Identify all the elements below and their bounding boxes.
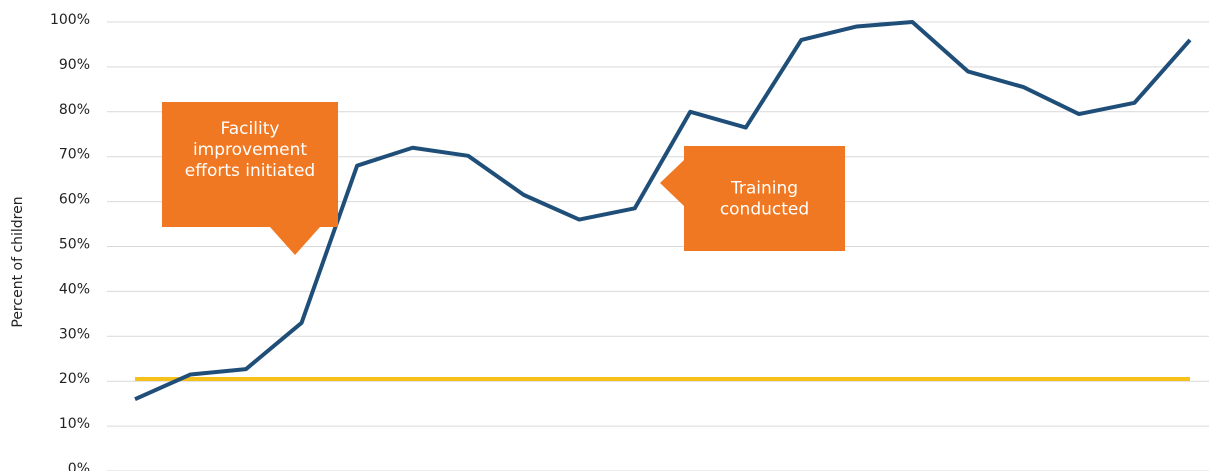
callout-pointer [660,160,684,206]
y-tick-label: 40% [59,281,90,297]
y-tick-label: 30% [59,326,90,342]
y-tick-label: 90% [59,57,90,73]
y-tick-label: 50% [59,237,90,253]
callout-box [684,146,845,251]
y-tick-label: 60% [59,192,90,208]
callout-box [162,102,338,227]
y-tick-label: 100% [50,12,90,28]
callout-text: Facility [221,119,280,139]
y-axis-label: Percent of children [10,196,26,327]
callout-text: efforts initiated [185,161,315,181]
callout-pointer [270,227,320,255]
callout-text: conducted [720,200,809,220]
callout-text: Training [730,179,798,199]
y-tick-label: 70% [59,147,90,163]
y-tick-label: 0% [68,461,90,471]
callout-text: improvement [193,140,307,160]
y-tick-label: 80% [59,102,90,118]
series-line [134,20,1192,401]
y-tick-label: 20% [59,371,90,387]
y-tick-label: 10% [59,416,90,432]
